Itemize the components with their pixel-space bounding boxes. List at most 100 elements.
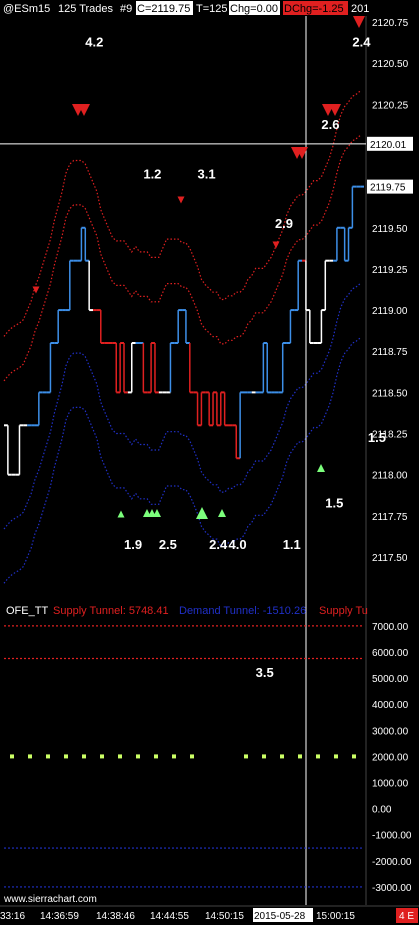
price-tick-label: 2117.50 (372, 553, 408, 564)
time-label: 33:16 (0, 911, 25, 922)
volume-annotation: 2.4 (209, 537, 228, 552)
signal-marker (316, 754, 320, 759)
price-tick-label: 2118.25 (372, 430, 408, 441)
price-tick-label: 2118.50 (372, 388, 408, 399)
indicator-legend-item: OFE_TT (6, 605, 48, 617)
buy-signal-icon[interactable] (317, 464, 325, 472)
sell-signal-icon[interactable] (177, 196, 185, 204)
date-label: 2015-05-28 (254, 911, 306, 922)
indicator-tick-label: 6000.00 (372, 648, 409, 659)
header-close: C=2119.75 (137, 3, 190, 15)
signal-marker (244, 754, 248, 759)
signal-marker (172, 754, 176, 759)
indicator-tick-label: 4000.00 (372, 700, 409, 711)
price-tick-label: 2120.75 (372, 18, 409, 29)
signal-marker (118, 754, 122, 759)
indicator-tick-label: 5000.00 (372, 674, 409, 685)
current-price-box (367, 179, 413, 194)
volume-annotation: 4.2 (85, 35, 103, 50)
header-chart-number: #9 (120, 3, 132, 15)
signal-marker (46, 754, 50, 759)
signal-marker (82, 754, 86, 759)
buy-signal-icon[interactable] (153, 509, 161, 517)
volume-annotation: 1.5 (325, 496, 343, 511)
time-label: 14:50:15 (205, 911, 244, 922)
header-chg: Chg=0.00 (230, 3, 278, 15)
volume-annotation: 1.2 (143, 166, 161, 181)
header-year: 201 (351, 3, 369, 15)
signal-marker (190, 754, 194, 759)
price-tick-label: 2118.00 (372, 471, 408, 482)
price-tick-label: 2119.25 (372, 265, 408, 276)
signal-marker (10, 754, 14, 759)
header-bar-type: 125 Trades (58, 3, 114, 15)
volume-annotation: 2.5 (159, 537, 177, 552)
price-tick-label: 2119.00 (372, 306, 408, 317)
price-tick-label: 2118.75 (372, 347, 408, 358)
indicator-tick-label: -3000.00 (372, 883, 412, 894)
signal-marker (64, 754, 68, 759)
header-trades: T=125 (196, 3, 228, 15)
buy-signal-icon[interactable] (218, 509, 226, 517)
indicator-tick-label: -2000.00 (372, 857, 412, 868)
sell-signal-icon[interactable] (32, 286, 40, 294)
price-tick-label: 2120.25 (372, 100, 409, 111)
session-badge (396, 908, 418, 923)
header-close-box (136, 1, 193, 15)
volume-annotation: 2.6 (321, 117, 339, 132)
session-badge-label: 4 E (399, 911, 414, 922)
current-price-label: 2119.75 (370, 183, 406, 194)
date-label-box (253, 908, 313, 922)
price-tick-label: 2117.75 (372, 512, 408, 523)
time-label: 14:36:59 (40, 911, 79, 922)
buy-signal-icon[interactable] (196, 507, 208, 519)
header-dchg: DChg=-1.25 (284, 3, 344, 15)
volume-annotation: 3.5 (256, 665, 274, 680)
time-label: 14:38:46 (96, 911, 135, 922)
buy-signal-icon[interactable] (117, 510, 125, 518)
signal-marker (334, 754, 338, 759)
signal-marker (136, 754, 140, 759)
volume-annotation: 3.1 (198, 166, 216, 181)
volume-annotation: 1.5 (368, 430, 386, 445)
sell-signal-icon[interactable] (296, 147, 308, 159)
indicator-tick-label: 2000.00 (372, 752, 409, 763)
signal-marker (352, 754, 356, 759)
sell-signal-icon[interactable] (353, 16, 365, 28)
price-tick-label: 2119.50 (372, 224, 408, 235)
crosshair-price-box (367, 136, 413, 151)
signal-marker (280, 754, 284, 759)
sell-signal-icon[interactable] (78, 104, 90, 116)
header-dchg-box (283, 1, 348, 15)
indicator-legend-item: Demand Tunnel: -1510.26 (179, 605, 306, 617)
volume-annotation: 2.4 (352, 35, 371, 50)
indicator-legend-item: Supply Tunnel: 5748.41 (53, 605, 169, 617)
signal-marker (154, 754, 158, 759)
volume-annotation: 2.9 (275, 216, 293, 231)
signal-marker (28, 754, 32, 759)
crosshair-price-label: 2120.01 (370, 140, 407, 151)
chart-header: @ESm15 125 Trades #9 C=2119.75 T=125 Chg… (0, 0, 419, 16)
indicator-tick-label: 0.00 (372, 805, 392, 816)
watermark: www.sierrachart.com (3, 894, 97, 905)
indicator-tick-label: -1000.00 (372, 831, 412, 842)
time-label: 15:00:15 (316, 911, 355, 922)
time-label: 14:44:55 (150, 911, 189, 922)
sell-signal-icon[interactable] (272, 241, 280, 249)
price-tick-label: 2120.50 (372, 59, 409, 70)
time-axis-bg (0, 906, 419, 925)
indicator-legend-item: Supply Tu (319, 605, 368, 617)
indicator-tick-label: 3000.00 (372, 726, 409, 737)
header-chg-box (229, 1, 280, 15)
indicator-tick-label: 1000.00 (372, 779, 409, 790)
header-symbol: @ESm15 (3, 3, 50, 15)
sell-signal-icon[interactable] (329, 104, 341, 116)
volume-annotation: 1.9 (124, 537, 142, 552)
indicator-tick-label: 7000.00 (372, 622, 409, 633)
signal-marker (298, 754, 302, 759)
signal-marker (100, 754, 104, 759)
volume-annotation: 4.0 (229, 537, 247, 552)
